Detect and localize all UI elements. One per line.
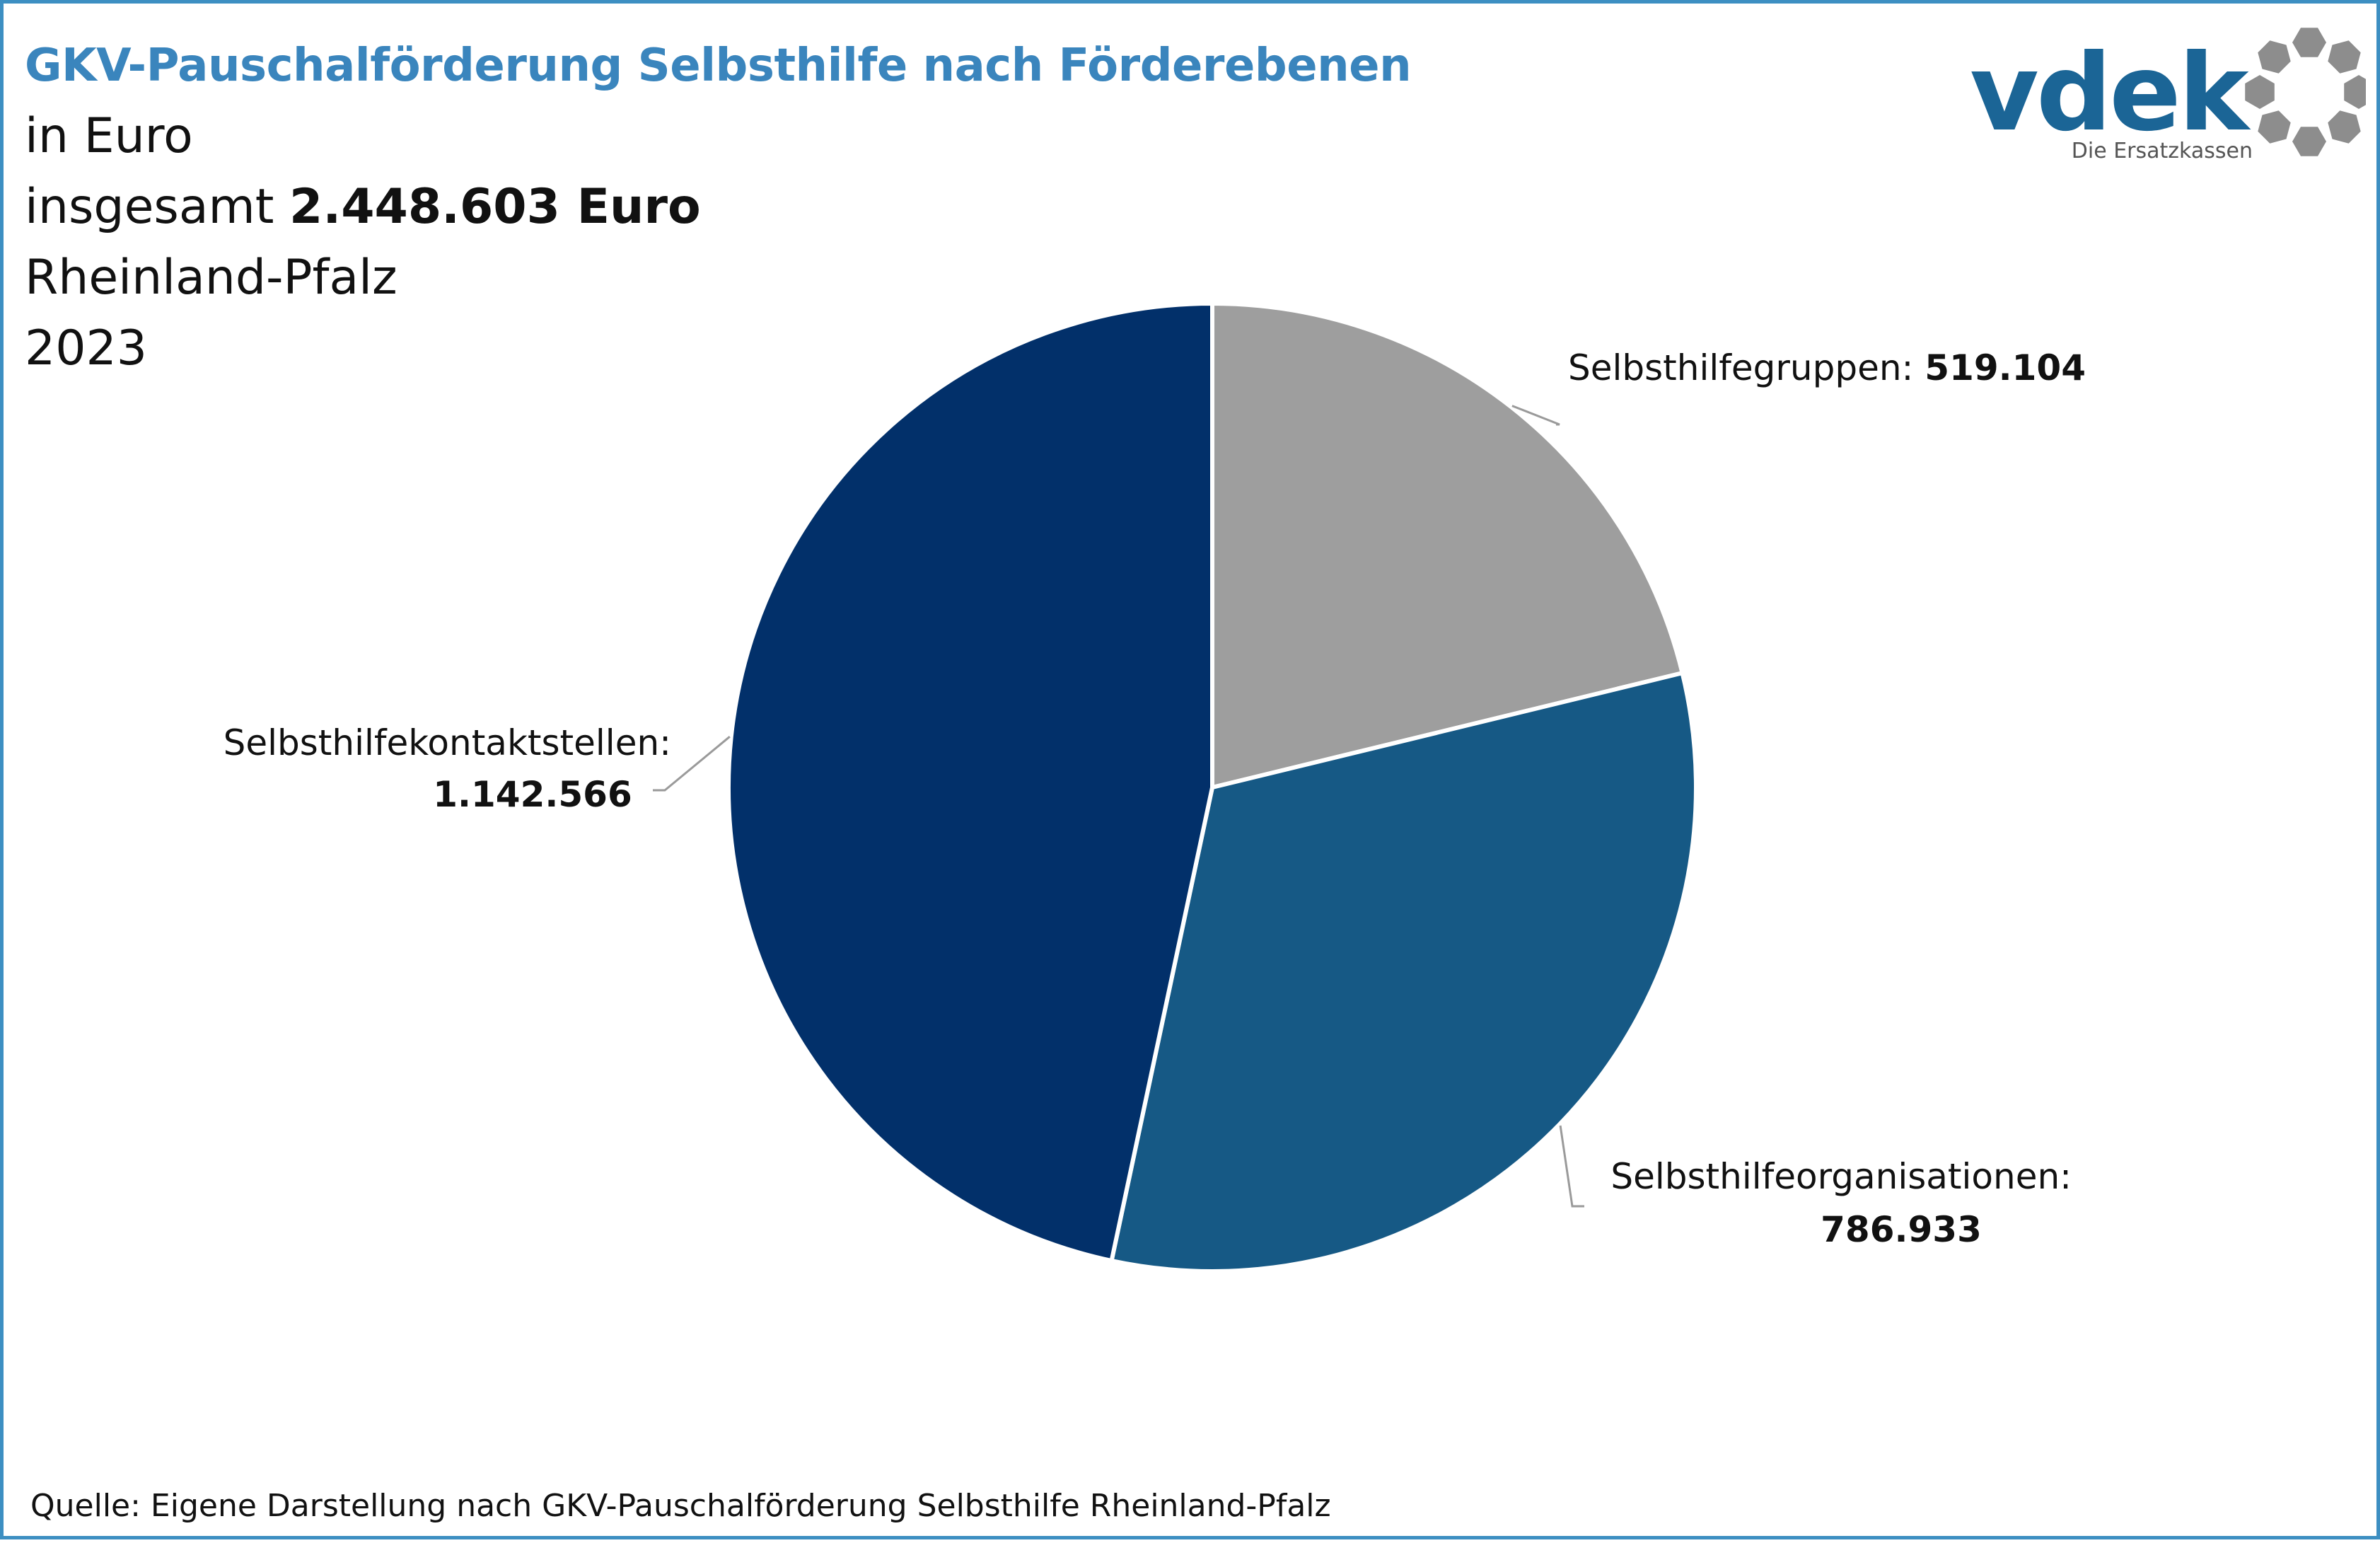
logo-ring-icon <box>2245 28 2366 156</box>
total-value: 2.448.603 Euro <box>289 179 701 235</box>
pie-slice <box>1109 671 1698 1273</box>
logo-ring-segment <box>2344 75 2366 109</box>
leader-line <box>653 736 731 792</box>
region-line: Rheinland-Pfalz <box>25 250 397 306</box>
year-line: 2023 <box>25 320 148 376</box>
slice-value-label: 1.142.566 <box>433 774 632 815</box>
total-prefix: insgesamt <box>25 179 274 235</box>
logo-ring-segment <box>2258 40 2291 74</box>
logo-wordmark: vdek <box>1970 32 2251 155</box>
leader-line <box>1559 1125 1584 1208</box>
slice-label: Selbsthilfegruppen: 519.104 <box>1568 347 2086 388</box>
slice-label: Selbsthilfeorganisationen: <box>1610 1156 2072 1197</box>
logo-ring-segment <box>2292 127 2326 156</box>
chart-title: GKV-Pauschalförderung Selbsthilfe nach F… <box>25 40 1412 92</box>
logo-ring-segment <box>2328 110 2361 144</box>
pie-slice <box>1210 301 1685 790</box>
unit-line: in Euro <box>25 108 193 164</box>
leader-line <box>1511 405 1560 426</box>
logo-tagline: Die Ersatzkassen <box>2072 139 2253 163</box>
pie-slice <box>726 301 1214 1264</box>
logo-ring-segment <box>2328 40 2361 74</box>
pie-chart: Selbsthilfegruppen: 519.104 Selbsthilfeor… <box>224 301 2086 1273</box>
logo-ring-segment <box>2258 110 2291 144</box>
vdek-logo: vdek Die Ersatzkassen <box>1970 28 2366 163</box>
logo-ring-segment <box>2245 75 2275 109</box>
total-line: insgesamt 2.448.603 Euro <box>25 176 701 238</box>
source-note: Quelle: Eigene Darstellung nach GKV-Paus… <box>30 1488 1331 1524</box>
logo-ring-segment <box>2292 28 2326 57</box>
slice-value-label: 786.933 <box>1821 1209 1982 1250</box>
slice-label: Selbsthilfekontaktstellen: <box>224 722 671 763</box>
